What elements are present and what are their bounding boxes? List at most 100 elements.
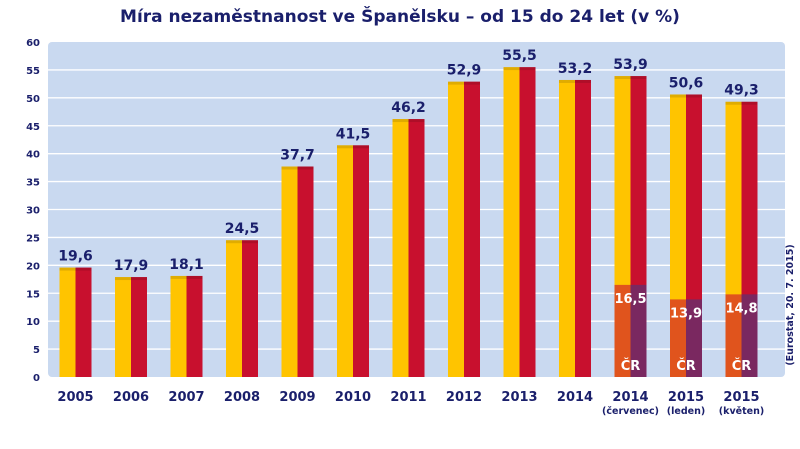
cz-bar-left-half [670,299,686,377]
x-tick-label: 2010 [335,390,371,405]
bar-right-half [297,166,314,377]
bar-cap [226,240,258,244]
bar-cap [392,119,425,123]
cz-bar [670,299,702,377]
value-label: 41,5 [336,126,371,142]
value-label: 46,2 [391,100,426,116]
value-label: 52,9 [447,63,482,79]
bar-2007 [170,275,203,377]
x-tick-label: 2006 [113,390,149,405]
x-tick-label: 2015 [668,390,704,405]
bar-cap [281,166,314,170]
x-tick-label: 2011 [390,390,426,405]
chart-title: Míra nezaměstnanost ve Španělsku – od 15… [120,5,680,27]
bar-left-half [503,67,520,377]
y-tick-35: 35 [26,178,40,189]
bar-2013 [503,67,536,377]
bar-2012 [448,81,480,378]
y-tick-15: 15 [26,289,40,300]
bar-2011 [392,119,425,378]
y-tick-40: 40 [26,150,40,161]
bar-cap [670,94,702,98]
bar-cap [559,79,591,83]
bar-left-half [59,267,76,377]
bar-right-half [353,145,369,377]
x-tick-sublabel: (červenec) [602,406,659,417]
y-tick-5: 5 [33,345,40,356]
cz-value-label: 16,5 [614,292,646,307]
cz-value-label: 13,9 [670,306,702,321]
x-tick-label: 2009 [279,390,315,405]
x-tick-sublabel: (květen) [719,406,764,417]
bar-cap [448,81,480,85]
bar-right-half [575,79,591,377]
cz-tag-label: ČR [621,358,641,374]
bar-2005 [59,267,92,377]
y-tick-25: 25 [26,233,40,244]
cz-bar [614,284,647,377]
bar-cap [115,277,147,281]
bar-left-half [559,79,575,377]
bar-right-half [464,81,480,378]
value-label: 53,2 [558,61,593,77]
bar-2014 [559,79,591,377]
bar-cap [614,76,647,80]
bars: 19,6 17,9 18,1 24,5 37,7 41,5 46,2 52,9 55,5 53,2… [58,48,759,378]
bar-cap [725,101,758,105]
bar-right-half [242,240,258,377]
y-tick-55: 55 [26,66,40,77]
bar-2010 [337,145,369,377]
bar-right-half [186,275,203,377]
value-label: 55,5 [502,48,537,64]
value-label: 37,7 [280,148,315,164]
x-axis: 2005 2006 2007 2008 2009 2010 2011 2012 2013 2014… [57,390,764,417]
bar-2006 [115,277,147,377]
x-tick-label: 2012 [446,390,482,405]
cz-bar-right-half [686,299,702,377]
bar-right-half [131,277,147,377]
bar-right-half [519,67,536,377]
bar-cap [337,145,369,149]
value-label: 53,9 [613,57,648,73]
value-label: 49,3 [724,83,759,99]
source-note: (Eurostat, 20. 7. 2015) [785,244,796,365]
y-tick-30: 30 [26,206,40,217]
x-tick-label: 2013 [501,390,537,405]
bar-cap [170,275,203,279]
x-tick-label: 2014 [612,390,648,405]
cz-bar [725,294,758,377]
bar-left-half [281,166,298,377]
bar-cap [503,67,536,71]
cz-bar-right-half [630,284,647,377]
x-tick-label: 2007 [168,390,204,405]
value-label: 19,6 [58,249,93,265]
bar-left-half [392,119,409,378]
y-axis: 0 5 10 15 20 25 30 35 40 45 50 55 60 [26,38,40,384]
bar-left-half [170,275,187,377]
bar-left-half [337,145,353,377]
value-label: 50,6 [669,75,704,91]
bar-left-half [226,240,242,377]
y-tick-50: 50 [26,94,40,105]
value-label: 24,5 [225,221,260,237]
y-tick-0: 0 [33,373,40,384]
cz-value-label: 14,8 [725,301,757,316]
y-tick-10: 10 [26,317,40,328]
y-tick-60: 60 [26,38,40,49]
cz-bar-left-half [725,294,742,377]
value-label: 18,1 [169,257,204,273]
value-label: 17,9 [114,258,149,274]
y-tick-45: 45 [26,122,40,133]
x-tick-label: 2014 [557,390,593,405]
bar-left-half [115,277,131,377]
x-tick-label: 2015 [723,390,759,405]
bar-right-half [408,119,425,378]
cz-bar-right-half [741,294,758,377]
x-tick-label: 2005 [57,390,93,405]
cz-tag-label: ČR [676,358,696,374]
x-tick-label: 2008 [224,390,260,405]
cz-tag-label: ČR [732,358,752,374]
y-tick-20: 20 [26,261,40,272]
bar-2008 [226,240,258,377]
